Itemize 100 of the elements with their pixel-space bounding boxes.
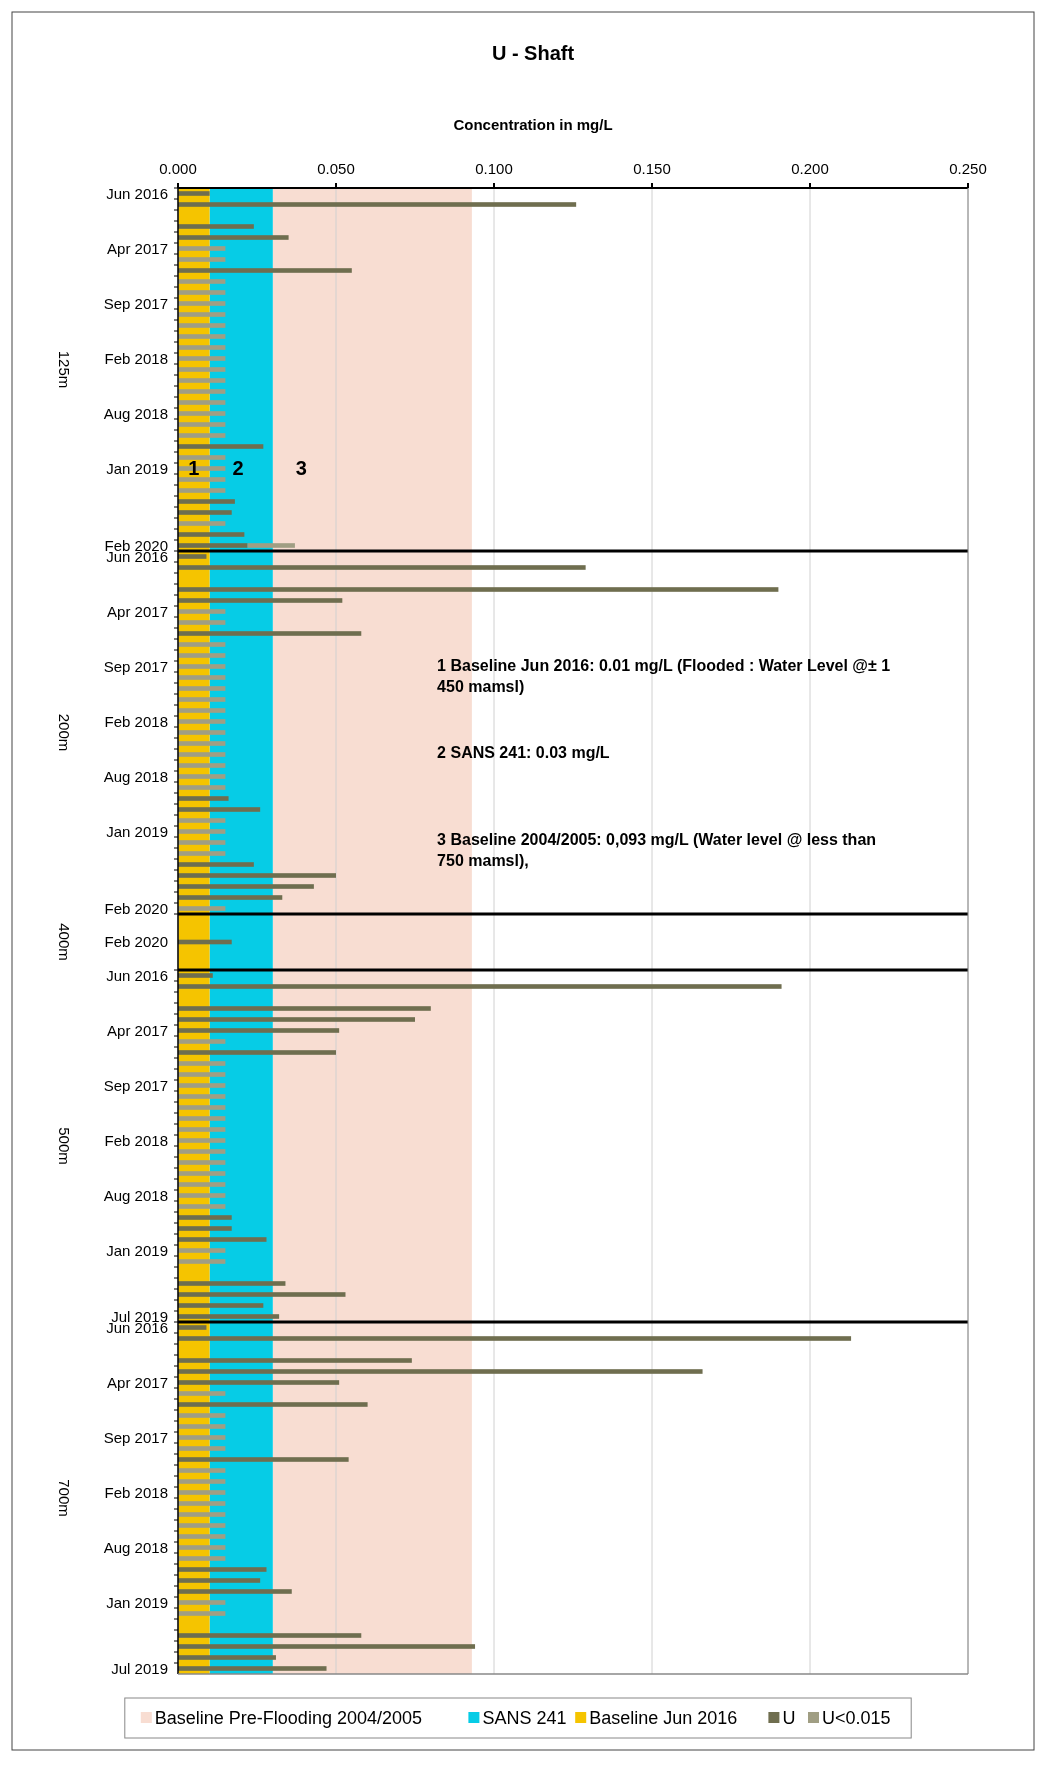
bar bbox=[178, 1248, 226, 1253]
bar bbox=[178, 1567, 267, 1572]
bar bbox=[178, 807, 261, 812]
bar bbox=[178, 1512, 226, 1517]
x-tick-label: 0.250 bbox=[949, 160, 987, 177]
y-tick-label: Apr 2017 bbox=[107, 1373, 168, 1391]
bar bbox=[178, 433, 226, 438]
y-tick-label: Feb 2020 bbox=[104, 899, 168, 917]
bar bbox=[178, 1160, 226, 1165]
bar bbox=[247, 543, 295, 548]
bar bbox=[178, 389, 226, 394]
bar bbox=[178, 323, 226, 328]
bar bbox=[178, 565, 586, 570]
y-axis-title: 125m bbox=[55, 350, 73, 389]
bar bbox=[178, 1435, 226, 1440]
bar bbox=[178, 1501, 226, 1506]
bar bbox=[178, 1633, 362, 1638]
band-label: 2 bbox=[232, 456, 244, 479]
legend-label: U<0.015 bbox=[822, 1708, 891, 1729]
bar bbox=[178, 499, 235, 504]
y-tick-label: Aug 2018 bbox=[103, 1538, 168, 1556]
bar bbox=[178, 1556, 226, 1561]
bar bbox=[178, 1039, 226, 1044]
band-label: 1 bbox=[188, 456, 200, 479]
y-tick-label: Jan 2019 bbox=[106, 459, 168, 477]
bar bbox=[178, 1457, 349, 1462]
bar bbox=[178, 1292, 346, 1297]
bar bbox=[178, 752, 226, 757]
band-label: 3 bbox=[295, 456, 307, 479]
legend-label: SANS 241 bbox=[482, 1708, 567, 1729]
bar bbox=[178, 1259, 226, 1264]
bar bbox=[178, 1138, 226, 1143]
x-axis-title: Concentration in mg/L bbox=[453, 116, 613, 133]
x-tick-label: 0.200 bbox=[791, 160, 829, 177]
legend-label: Baseline Pre-Flooding 2004/2005 bbox=[154, 1708, 422, 1729]
y-tick-label: Jul 2019 bbox=[111, 1659, 168, 1677]
bar bbox=[178, 1479, 226, 1484]
y-tick-label: Feb 2020 bbox=[104, 933, 168, 951]
bar bbox=[178, 235, 289, 240]
bar bbox=[178, 1402, 368, 1407]
bar bbox=[178, 1072, 226, 1077]
bar bbox=[178, 400, 226, 405]
bar bbox=[178, 1523, 226, 1528]
bar bbox=[178, 697, 226, 702]
bar bbox=[178, 543, 248, 548]
bar bbox=[178, 477, 226, 482]
bar bbox=[178, 1380, 340, 1385]
bar bbox=[178, 862, 254, 867]
bar bbox=[178, 1028, 340, 1033]
bar bbox=[178, 1094, 226, 1099]
bar bbox=[178, 422, 226, 427]
bar bbox=[178, 1149, 226, 1154]
bar bbox=[178, 1017, 415, 1022]
bar bbox=[178, 1666, 327, 1671]
bar bbox=[178, 290, 226, 295]
bar bbox=[178, 1127, 226, 1132]
bar bbox=[178, 279, 226, 284]
bar bbox=[178, 1644, 476, 1649]
bar bbox=[178, 973, 213, 978]
bar bbox=[178, 455, 226, 460]
bar bbox=[178, 873, 336, 878]
bar bbox=[178, 510, 232, 515]
bar bbox=[178, 1281, 286, 1286]
bar bbox=[178, 1193, 226, 1198]
bar bbox=[178, 1237, 267, 1242]
bar bbox=[178, 191, 210, 196]
bar bbox=[178, 1468, 226, 1473]
bar bbox=[178, 686, 226, 691]
bar bbox=[178, 224, 254, 229]
bar bbox=[178, 1061, 226, 1066]
bar bbox=[178, 642, 226, 647]
bar bbox=[178, 774, 226, 779]
bar bbox=[178, 378, 226, 383]
bar bbox=[178, 730, 226, 735]
bar bbox=[178, 598, 343, 603]
bar bbox=[178, 1105, 226, 1110]
y-tick-label: Apr 2017 bbox=[107, 1021, 168, 1039]
y-axis-title: 500m bbox=[55, 1127, 73, 1165]
bar bbox=[178, 1655, 276, 1660]
bar bbox=[178, 202, 577, 207]
bar bbox=[178, 1204, 226, 1209]
bar bbox=[178, 1589, 292, 1594]
bar bbox=[178, 620, 226, 625]
bar bbox=[178, 895, 283, 900]
bar bbox=[178, 763, 226, 768]
legend-label: Baseline Jun 2016 bbox=[589, 1708, 738, 1729]
y-tick-label: Jan 2019 bbox=[106, 1241, 168, 1259]
bar bbox=[178, 829, 226, 834]
x-tick-label: 0.100 bbox=[475, 160, 513, 177]
bar bbox=[178, 1182, 226, 1187]
bar bbox=[178, 1611, 226, 1616]
y-tick-label: Aug 2018 bbox=[103, 767, 168, 785]
x-tick-label: 0.000 bbox=[159, 160, 197, 177]
y-tick-label: Apr 2017 bbox=[107, 602, 168, 620]
bar bbox=[178, 984, 782, 989]
bar bbox=[178, 367, 226, 372]
bar bbox=[178, 1424, 226, 1429]
bar bbox=[178, 268, 352, 273]
bar bbox=[178, 1303, 264, 1308]
bar bbox=[178, 664, 226, 669]
